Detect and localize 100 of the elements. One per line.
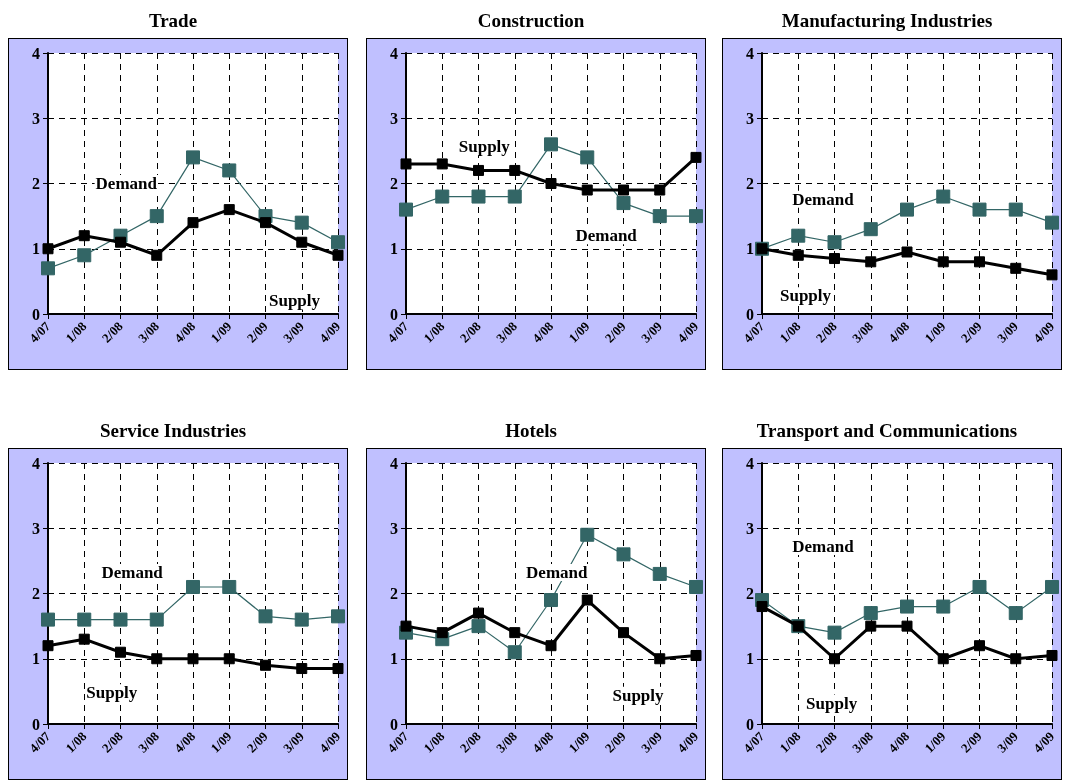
series-label: Demand bbox=[792, 189, 855, 209]
point bbox=[901, 620, 913, 632]
point bbox=[937, 653, 949, 665]
point bbox=[151, 249, 163, 261]
x-tick-label: 4/09 bbox=[1030, 728, 1058, 756]
x-tick-label: 2/09 bbox=[601, 318, 630, 346]
x-tick-label: 4/09 bbox=[674, 728, 702, 756]
point bbox=[654, 184, 666, 196]
point bbox=[222, 579, 237, 594]
point bbox=[507, 645, 522, 660]
point bbox=[187, 653, 199, 665]
point bbox=[974, 256, 985, 268]
point bbox=[580, 150, 595, 165]
point bbox=[78, 230, 90, 242]
point bbox=[544, 137, 558, 152]
x-tick-label: 4/08 bbox=[529, 318, 557, 346]
point bbox=[296, 236, 308, 248]
y-tick-label: 2 bbox=[32, 175, 40, 192]
y-tick-label: 1 bbox=[746, 650, 754, 668]
x-tick-label: 4/09 bbox=[316, 728, 344, 756]
chart-title: Construction bbox=[477, 10, 585, 31]
point bbox=[400, 158, 412, 170]
point bbox=[581, 594, 593, 606]
point bbox=[756, 601, 768, 613]
series-label: Supply bbox=[86, 683, 138, 703]
x-tick-label: 3/09 bbox=[280, 318, 308, 346]
x-tick-label: 3/08 bbox=[493, 728, 521, 756]
point bbox=[652, 209, 667, 224]
y-tick-label: 3 bbox=[390, 109, 398, 127]
point bbox=[829, 653, 840, 665]
x-tick-label: 1/08 bbox=[776, 318, 804, 346]
point bbox=[223, 204, 235, 216]
point bbox=[186, 150, 200, 165]
y-tick-label: 2 bbox=[32, 585, 40, 602]
point bbox=[471, 619, 486, 634]
x-tick-label: 2/09 bbox=[957, 728, 986, 756]
y-tick-label: 4 bbox=[746, 44, 754, 62]
point bbox=[296, 663, 308, 675]
x-tick-label: 2/09 bbox=[243, 728, 272, 756]
y-tick-label: 0 bbox=[32, 715, 40, 733]
y-tick-label: 4 bbox=[32, 454, 40, 472]
point bbox=[654, 653, 666, 665]
point bbox=[545, 178, 557, 189]
x-tick-label: 1/08 bbox=[420, 318, 448, 346]
chart-title: Service Industries bbox=[99, 420, 247, 441]
x-tick-label: 3/08 bbox=[493, 318, 521, 346]
point bbox=[41, 612, 55, 627]
point bbox=[294, 612, 309, 627]
x-tick-label: 4/08 bbox=[885, 728, 913, 756]
point bbox=[473, 607, 484, 619]
point bbox=[863, 606, 878, 621]
point bbox=[331, 235, 345, 250]
point bbox=[223, 653, 235, 665]
point bbox=[507, 189, 522, 204]
point bbox=[545, 640, 557, 652]
x-tick-label: 1/09 bbox=[207, 728, 235, 756]
series-label: Supply bbox=[779, 286, 832, 306]
x-tick-label: 3/08 bbox=[849, 318, 877, 346]
point bbox=[827, 625, 842, 640]
point bbox=[332, 663, 344, 675]
y-tick-label: 0 bbox=[390, 715, 398, 733]
point bbox=[400, 620, 412, 632]
x-tick-label: 3/08 bbox=[849, 728, 877, 756]
y-tick-label: 1 bbox=[390, 650, 398, 668]
point bbox=[937, 256, 949, 268]
x-tick-label: 1/08 bbox=[776, 728, 804, 756]
point bbox=[436, 627, 448, 639]
point bbox=[618, 184, 629, 196]
chart-title: Hotels bbox=[505, 420, 557, 441]
point bbox=[77, 248, 92, 263]
x-tick-label: 2/08 bbox=[456, 728, 485, 756]
series-label: Supply bbox=[268, 291, 321, 311]
series-label: Demand bbox=[101, 563, 164, 583]
y-tick-label: 3 bbox=[746, 519, 754, 537]
x-tick-label: 3/09 bbox=[280, 728, 308, 756]
x-tick-label: 4/09 bbox=[1030, 318, 1058, 346]
x-tick-label: 2/08 bbox=[812, 728, 841, 756]
y-tick-label: 0 bbox=[32, 305, 40, 323]
y-tick-label: 3 bbox=[32, 519, 40, 537]
x-tick-label: 4/08 bbox=[529, 728, 557, 756]
point bbox=[865, 256, 877, 268]
x-tick-label: 3/09 bbox=[638, 728, 666, 756]
y-tick-label: 4 bbox=[746, 454, 754, 472]
point bbox=[616, 196, 631, 211]
x-tick-label: 1/08 bbox=[62, 318, 90, 346]
point bbox=[690, 649, 702, 661]
point bbox=[260, 659, 271, 671]
series-label: Supply bbox=[458, 137, 511, 157]
x-tick-label: 2/09 bbox=[243, 318, 272, 346]
point bbox=[1046, 649, 1058, 661]
x-tick-label: 1/09 bbox=[921, 728, 949, 756]
x-tick-label: 3/09 bbox=[638, 318, 666, 346]
y-tick-label: 0 bbox=[746, 305, 754, 323]
series-label: Demand bbox=[526, 563, 589, 583]
y-tick-label: 2 bbox=[746, 175, 754, 192]
text: Supply bbox=[806, 693, 858, 713]
x-tick-label: 4/08 bbox=[885, 318, 913, 346]
x-tick-label: 1/09 bbox=[207, 318, 235, 346]
y-tick-label: 2 bbox=[390, 585, 398, 602]
point bbox=[936, 189, 951, 204]
